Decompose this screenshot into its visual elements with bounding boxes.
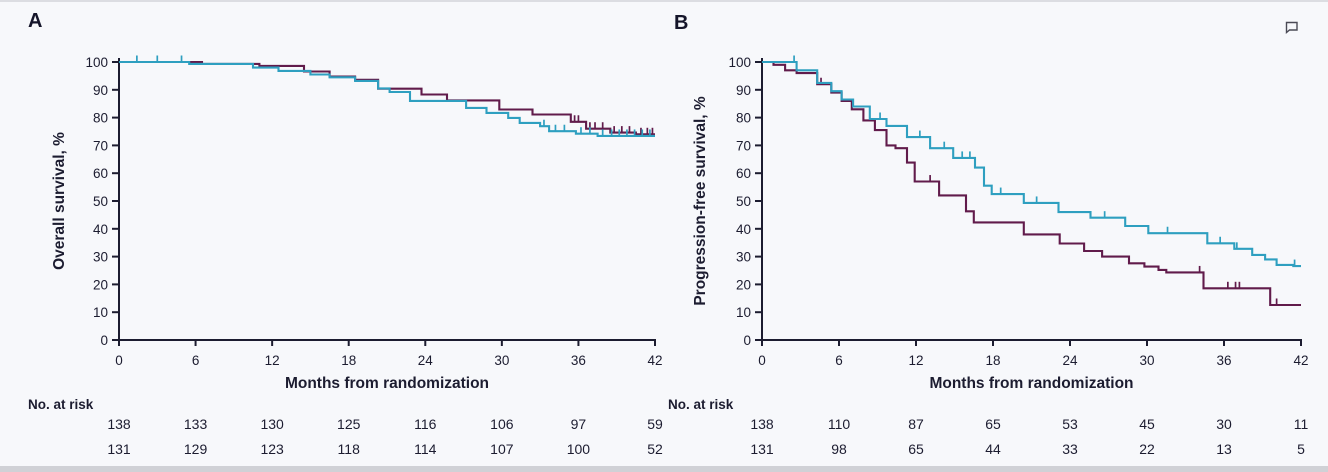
panel-b-y-tick-label: 90 [736,83,751,98]
panel-a-km-curve-maroon [119,60,655,136]
panel-b-y-tick-label: 0 [743,333,751,348]
panel-a-risk-value-teal: 97 [571,416,587,432]
panel-a-risk-value-maroon: 114 [414,441,437,457]
panel-a-label: A [28,10,43,32]
panel-b-risk-value-maroon: 22 [1139,441,1155,457]
panel-b-risk-value-maroon: 65 [908,441,924,457]
panel-a-x-tick-label: 18 [341,353,356,368]
panel-b-x-tick-label: 42 [1293,353,1308,368]
panel-b-y-tick-label: 30 [736,250,751,265]
panel-a-x-tick-label: 6 [192,353,200,368]
panel-b-risk-value-teal: 87 [908,416,924,432]
panel-a-risk-value-teal: 125 [337,416,361,432]
panel-b-km-curve-maroon [762,60,1301,307]
panel-a-x-tick-label: 12 [265,353,280,368]
panel-b-y-tick-label: 80 [736,111,751,126]
comment-bubble-shape [1285,21,1298,34]
panel-a-risk-value-teal: 130 [260,416,284,432]
panel-b-km-curve-teal [762,60,1301,268]
panel-a-risk-value-teal: 106 [490,416,514,432]
panel-a-risk-table-label: No. at risk [28,397,94,412]
top-edge-line [0,0,1328,2]
panel-b-x-tick-label: 30 [1139,353,1154,368]
panel-b-chart: 0 10 20 30 40 50 60 70 80 90 100 0 6 12 18 24 30 36 42 Mont… [668,55,1309,457]
panel-b-y-axis-title: Progression-free survival, % [692,96,709,306]
panel-a-risk-value-maroon: 52 [647,441,663,457]
panel-a-km-curve-teal [119,60,655,137]
panel-a-risk-value-maroon: 100 [567,441,591,457]
panel-a-risk-value-maroon: 118 [338,441,361,457]
panel-b-y-tick-label: 60 [736,166,751,181]
panel-b-x-tick-label: 6 [835,353,843,368]
panel-a-x-tick-label: 0 [115,353,123,368]
panel-b-x-tick-label: 12 [908,353,923,368]
panel-b-risk-value-teal: 65 [985,416,1001,432]
panel-a-risk-value-maroon: 123 [260,441,284,457]
panel-b-x-tick-label: 24 [1062,353,1078,368]
panel-a-risk-value-teal: 133 [184,416,208,432]
panel-b-risk-value-maroon: 33 [1062,441,1078,457]
panel-b-y-tick-label: 70 [736,138,751,153]
panel-a-y-tick-label: 80 [93,111,108,126]
panel-a-x-tick-label: 24 [418,353,434,368]
panel-b-y-tick-label: 40 [736,222,751,237]
panel-b-risk-value-maroon: 13 [1216,441,1232,457]
panel-a-x-tick-label: 42 [647,353,662,368]
panel-a-chart: 0 10 20 30 40 50 60 70 80 90 100 0 6 12 18 24 30 36 42 Mont… [28,55,663,457]
panel-b-risk-value-teal: 30 [1216,416,1232,432]
panel-b-risk-value-teal: 53 [1062,416,1078,432]
panel-a-risk-value-maroon: 129 [184,441,208,457]
panel-a-y-tick-label: 70 [93,138,108,153]
panel-a-risk-value-maroon: 131 [107,441,131,457]
panel-a-x-tick-label: 36 [571,353,586,368]
panel-b-y-tick-label: 50 [736,194,751,209]
panel-a-risk-value-maroon: 107 [490,441,514,457]
panel-b-risk-value-teal: 11 [1294,416,1309,432]
panel-b-x-axis-title: Months from randomization [929,375,1133,392]
panel-a-y-tick-label: 100 [85,55,108,70]
panel-a-risk-value-teal: 116 [414,416,437,432]
bottom-edge-line [0,466,1328,472]
panel-a-y-tick-label: 30 [93,250,108,265]
panel-a-y-tick-label: 40 [93,222,108,237]
panel-b-label: B [674,12,689,34]
panel-a-y-tick-label: 90 [93,83,108,98]
panel-b-y-tick-label: 20 [736,277,751,292]
panel-b-x-tick-label: 18 [985,353,1000,368]
panel-b-y-tick-label: 100 [728,55,751,70]
panel-b-x-tick-label: 0 [758,353,766,368]
panel-b-risk-value-maroon: 131 [750,441,774,457]
panel-a-y-tick-label: 0 [100,333,108,348]
panel-b-risk-value-teal: 45 [1139,416,1155,432]
panel-a-y-tick-label: 50 [93,194,108,209]
panel-b-x-tick-label: 36 [1216,353,1231,368]
panel-a-y-tick-label: 20 [93,277,108,292]
panel-a-x-axis-title: Months from randomization [285,375,489,392]
panel-b-risk-value-maroon: 44 [985,441,1001,457]
panel-a-risk-value-teal: 138 [107,416,131,432]
panel-b-risk-value-maroon: 5 [1297,441,1305,457]
panel-a-risk-value-teal: 59 [647,416,663,432]
panel-b-risk-table-label: No. at risk [668,397,734,412]
panel-a-y-tick-label: 60 [93,166,108,181]
panel-a-y-tick-label: 10 [93,305,108,320]
panel-b-y-tick-label: 10 [736,305,751,320]
panel-b-risk-value-maroon: 98 [831,441,847,457]
panel-b-risk-value-teal: 138 [750,416,774,432]
panel-a-x-tick-label: 30 [494,353,509,368]
panel-b-risk-value-teal: 110 [828,416,851,432]
panel-a-y-axis-title: Overall survival, % [51,132,68,270]
comment-icon[interactable] [1283,20,1300,35]
